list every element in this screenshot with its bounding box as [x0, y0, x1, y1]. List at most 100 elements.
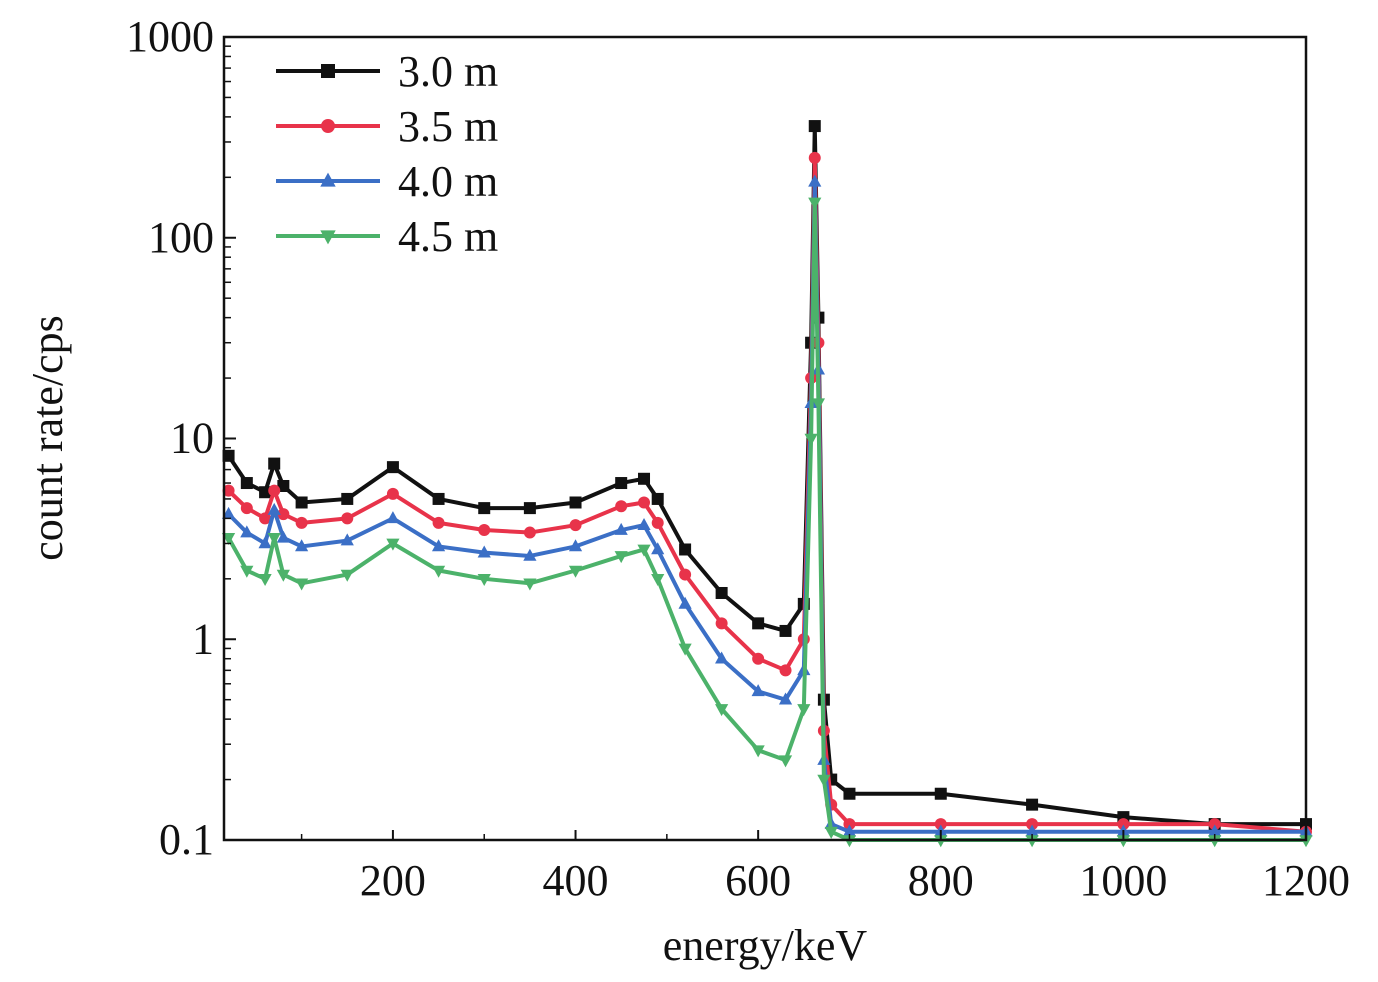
x-tick-label: 200 [360, 856, 426, 905]
data-point [843, 787, 856, 800]
data-point [221, 506, 236, 519]
legend-label: 4.0 m [398, 157, 498, 206]
data-point [679, 543, 692, 556]
data-point [222, 449, 235, 462]
data-point [258, 536, 272, 549]
data-point [615, 500, 628, 513]
data-point [843, 818, 856, 831]
data-point [240, 477, 253, 490]
data-point [569, 519, 582, 532]
data-point [808, 151, 821, 164]
data-point [523, 526, 536, 539]
data-point [267, 533, 281, 546]
y-tick-label: 100 [148, 213, 214, 262]
data-point [268, 457, 281, 470]
data-point [222, 484, 235, 497]
x-tick-label: 600 [725, 856, 791, 905]
legend-item: 3.0 m [276, 47, 498, 96]
legend-marker [321, 119, 335, 133]
data-point [811, 398, 826, 411]
data-point [259, 486, 272, 499]
data-point [808, 197, 822, 210]
data-point [751, 745, 765, 758]
data-point [638, 496, 651, 509]
data-point [523, 578, 537, 591]
data-point [295, 496, 308, 509]
data-point [638, 472, 651, 485]
data-point [779, 624, 792, 637]
data-point [477, 545, 491, 558]
legend-label: 4.5 m [398, 212, 498, 261]
data-point [1208, 824, 1222, 837]
data-point [276, 530, 290, 543]
data-point [341, 492, 354, 505]
data-point [340, 569, 354, 582]
data-point [240, 565, 254, 578]
data-point [1208, 818, 1221, 831]
series-3-0-m [222, 120, 1312, 831]
plot-frame [222, 35, 1308, 842]
data-point [934, 818, 947, 831]
data-point [276, 569, 290, 582]
x-tick-label: 1200 [1262, 856, 1350, 905]
series-layer [221, 120, 1313, 848]
data-point [651, 542, 665, 555]
data-point [1025, 824, 1039, 837]
data-point [614, 551, 628, 564]
data-point [808, 174, 822, 187]
y-tick-label: 1 [192, 614, 214, 663]
data-point [568, 539, 583, 552]
y-tick-label: 0.1 [159, 815, 214, 864]
data-point [637, 517, 651, 530]
axes-layer: 200 400 600 800 1000 1200 0.1 1 10 100 1000 [126, 12, 1350, 905]
data-point [678, 596, 692, 609]
data-point [715, 704, 729, 717]
data-point [615, 477, 628, 490]
data-point [817, 774, 831, 787]
data-point [568, 565, 583, 578]
data-point [432, 516, 445, 529]
data-point [808, 120, 821, 133]
legend-marker [321, 64, 335, 78]
data-point [651, 516, 664, 529]
data-point [523, 502, 536, 515]
legend-label: 3.5 m [398, 102, 498, 151]
data-point [797, 704, 811, 717]
data-point [221, 533, 236, 546]
data-point [267, 502, 281, 515]
data-point [778, 755, 793, 768]
x-tick-label: 400 [543, 856, 609, 905]
data-point [1117, 818, 1130, 831]
x-tick-label: 800 [908, 856, 974, 905]
data-point [386, 487, 399, 500]
data-point [268, 484, 281, 497]
data-point [386, 511, 400, 524]
legend-item: 4.5 m [276, 212, 498, 261]
legend-item: 3.5 m [276, 102, 498, 151]
data-point [386, 461, 399, 474]
x-axis-title: energy/keV [663, 921, 868, 970]
data-point [295, 578, 309, 591]
y-tick-label: 1000 [126, 12, 214, 61]
data-point [715, 586, 728, 599]
data-point [431, 539, 446, 552]
data-point [277, 479, 290, 492]
data-point [715, 617, 728, 630]
y-axis-title: count rate/cps [23, 315, 72, 561]
data-point [259, 512, 272, 525]
data-point [934, 787, 947, 800]
data-point [614, 522, 628, 535]
data-point [432, 492, 445, 505]
data-point [778, 692, 793, 705]
series-3-5-m [222, 151, 1312, 838]
data-point [478, 524, 491, 537]
data-point [637, 544, 651, 557]
data-point [477, 574, 491, 587]
data-point [478, 502, 491, 515]
legend-marker [320, 172, 336, 187]
x-tick-label: 1000 [1079, 856, 1167, 905]
series-line [227, 179, 1306, 834]
data-point [295, 539, 309, 552]
data-point [824, 826, 838, 839]
